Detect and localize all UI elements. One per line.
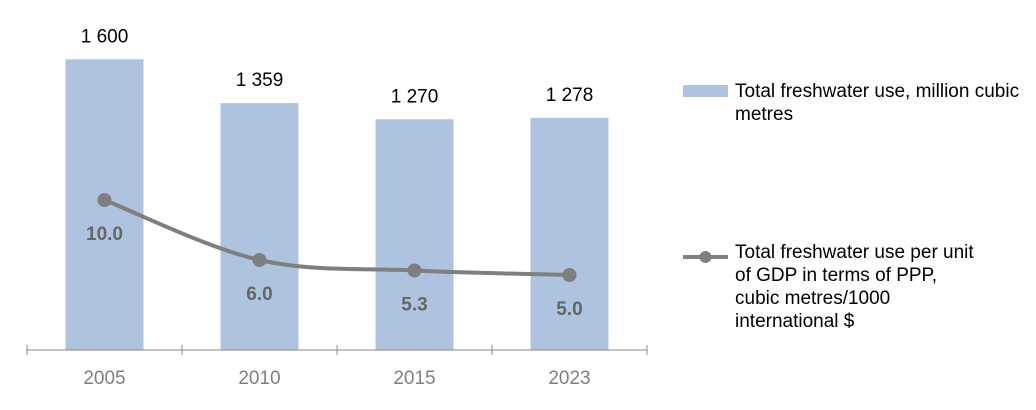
x-tick-label: 2015 xyxy=(393,368,435,389)
x-tick-label: 2023 xyxy=(548,368,590,389)
x-tick-label: 2010 xyxy=(238,368,280,389)
line-value-label: 5.0 xyxy=(556,299,582,320)
bar-value-label: 1 359 xyxy=(236,70,284,91)
line-value-label: 6.0 xyxy=(246,284,272,305)
bar-value-label: 1 270 xyxy=(391,86,439,107)
bar-value-label: 1 600 xyxy=(81,26,129,47)
line-value-label: 5.3 xyxy=(401,295,427,316)
bar-value-label: 1 278 xyxy=(546,85,594,106)
line-value-label: 10.0 xyxy=(86,224,123,245)
line-marker xyxy=(562,268,577,282)
bar xyxy=(375,119,454,351)
line-marker xyxy=(252,253,267,267)
bar xyxy=(220,103,299,351)
line-marker xyxy=(97,193,112,207)
bar xyxy=(530,117,609,350)
legend-swatch-marker xyxy=(699,251,712,263)
legend-label: Total freshwater use, million cubic metr… xyxy=(735,81,1020,125)
legend-swatch xyxy=(683,85,728,97)
line xyxy=(103,198,570,277)
x-tick-label: 2005 xyxy=(83,368,125,389)
line-marker xyxy=(407,263,422,278)
legend-label: Total freshwater use per unit of GDP in … xyxy=(735,242,974,332)
